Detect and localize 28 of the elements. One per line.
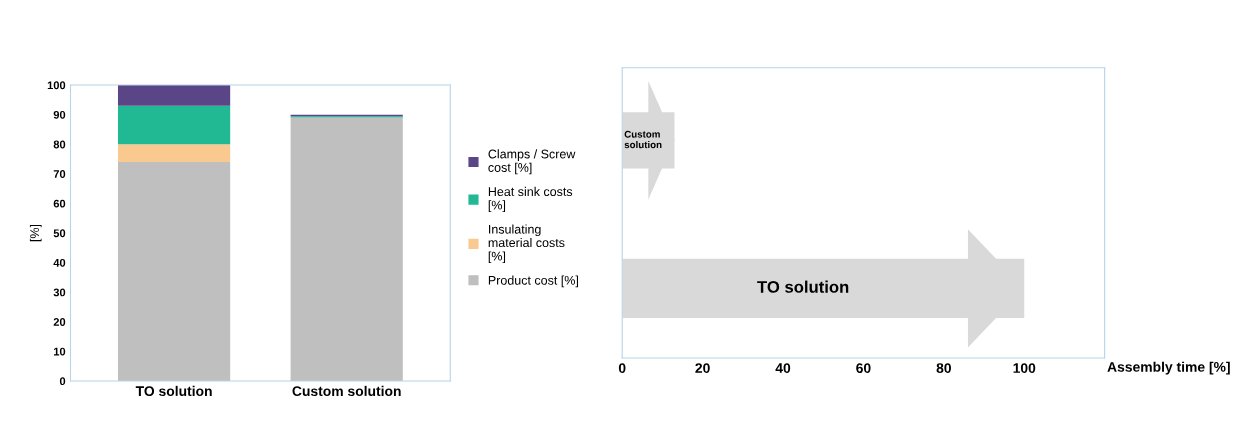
y-tick-label: 60 bbox=[53, 199, 66, 208]
legend-label: Clamps / Screw cost [%] bbox=[488, 149, 576, 175]
y-tick-label: 50 bbox=[53, 229, 66, 238]
legend-label: Product cost [%] bbox=[488, 275, 578, 288]
y-tick-label: 80 bbox=[53, 140, 66, 149]
y-tick-label: 40 bbox=[53, 258, 66, 267]
x-axis-title: Assembly time [%] bbox=[1107, 361, 1230, 375]
bar bbox=[117, 162, 231, 381]
x-tick-label: 40 bbox=[775, 363, 791, 374]
y-tick-label: 20 bbox=[53, 318, 66, 326]
legend-label: Insulating material costs [%] bbox=[488, 224, 565, 264]
bar bbox=[117, 105, 231, 145]
y-tick-label: 10 bbox=[53, 347, 66, 356]
bar bbox=[117, 85, 231, 106]
x-tick-label: 60 bbox=[856, 363, 871, 374]
bar bbox=[290, 117, 403, 381]
x-tick-label: 80 bbox=[936, 363, 951, 374]
x-tick-label: 20 bbox=[695, 363, 710, 374]
y-tick-label: 70 bbox=[53, 170, 66, 178]
bar bbox=[117, 144, 231, 162]
x-tick-label: 100 bbox=[1013, 363, 1036, 374]
legend-label: Heat sink costs [%] bbox=[488, 186, 573, 212]
x-tick-label: 0 bbox=[618, 363, 626, 374]
y-tick-label: 100 bbox=[47, 81, 66, 90]
y-tick-label: 0 bbox=[59, 377, 66, 386]
y-tick-label: 30 bbox=[53, 288, 66, 297]
y-tick-label: 90 bbox=[53, 110, 66, 119]
y-axis-title: [%] bbox=[29, 224, 42, 242]
